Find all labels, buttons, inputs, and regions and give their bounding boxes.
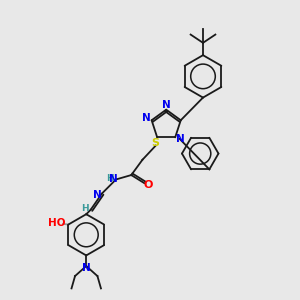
Text: S: S — [152, 138, 160, 148]
Text: N: N — [109, 174, 117, 184]
Text: N: N — [162, 100, 171, 110]
Text: N: N — [142, 113, 151, 123]
Text: H: H — [82, 203, 89, 212]
Text: O: O — [144, 180, 153, 190]
Text: HO: HO — [48, 218, 66, 228]
Text: N: N — [176, 134, 185, 144]
Text: N: N — [93, 190, 101, 200]
Text: N: N — [82, 263, 91, 273]
Text: H: H — [106, 174, 113, 183]
